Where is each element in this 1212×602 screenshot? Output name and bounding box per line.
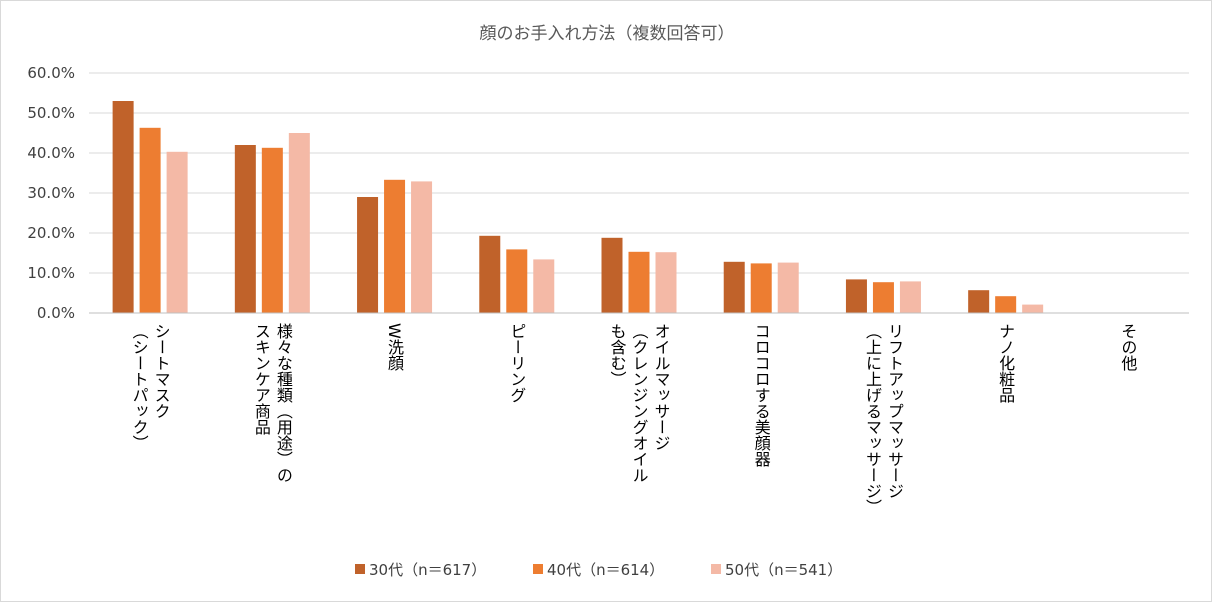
bar bbox=[112, 101, 134, 313]
bar bbox=[139, 127, 161, 313]
bar bbox=[601, 237, 623, 313]
category-label: コロコロする美顔器 bbox=[752, 323, 771, 467]
bar bbox=[479, 235, 501, 313]
bar bbox=[261, 147, 283, 313]
y-tick-label: 10.0% bbox=[27, 264, 75, 282]
bars bbox=[112, 101, 1044, 313]
bar bbox=[995, 296, 1017, 313]
y-tick-label: 60.0% bbox=[27, 64, 75, 82]
legend-swatch bbox=[711, 564, 721, 574]
legend-label: 50代（n＝541） bbox=[725, 561, 842, 579]
bar bbox=[1022, 304, 1044, 313]
category-label: （上に上げるマッサージ） bbox=[863, 323, 882, 515]
y-tick-label: 30.0% bbox=[27, 184, 75, 202]
y-tick-label: 50.0% bbox=[27, 104, 75, 122]
y-tick-label: 20.0% bbox=[27, 224, 75, 242]
category-label: ナノ化粧品 bbox=[996, 323, 1015, 403]
category-label: も含む） bbox=[608, 323, 627, 387]
legend-label: 30代（n＝617） bbox=[369, 561, 486, 579]
bar bbox=[723, 261, 745, 313]
bar bbox=[628, 251, 650, 313]
bar bbox=[777, 262, 799, 313]
bar bbox=[968, 290, 990, 313]
bar bbox=[234, 145, 256, 313]
category-label: 様々な種類（用途）の bbox=[274, 323, 293, 483]
y-tick-label: 0.0% bbox=[37, 304, 75, 322]
legend-swatch bbox=[533, 564, 543, 574]
legend-swatch bbox=[355, 564, 365, 574]
category-label: シートマスク bbox=[152, 323, 171, 419]
y-axis-ticks: 0.0% 10.0% 20.0% 30.0% 40.0% 50.0% 60.0% bbox=[27, 64, 75, 322]
bar bbox=[899, 281, 921, 313]
legend: 30代（n＝617） 40代（n＝614） 50代（n＝541） bbox=[355, 561, 842, 579]
bar bbox=[506, 249, 528, 313]
category-label: リフトアップマッサージ bbox=[885, 323, 904, 499]
bar bbox=[533, 259, 555, 313]
bar bbox=[655, 252, 677, 313]
bar bbox=[357, 197, 379, 313]
bar bbox=[845, 279, 867, 313]
category-label: その他 bbox=[1118, 323, 1137, 372]
legend-label: 40代（n＝614） bbox=[547, 561, 664, 579]
bar bbox=[384, 179, 406, 313]
category-label: W洗顔 bbox=[385, 323, 404, 371]
category-label: スキンケア商品 bbox=[252, 323, 271, 435]
category-label: （クレンジングオイル bbox=[630, 323, 649, 483]
category-label: ピーリング bbox=[507, 323, 526, 403]
chart-title: 顔のお手入れ方法（複数回答可） bbox=[480, 24, 735, 44]
category-label: （シートパック） bbox=[130, 323, 149, 451]
bar bbox=[872, 282, 894, 313]
bar bbox=[166, 151, 188, 313]
bar bbox=[288, 133, 310, 313]
bar bbox=[411, 181, 433, 313]
category-label: オイルマッサージ bbox=[652, 323, 671, 451]
y-tick-label: 40.0% bbox=[27, 144, 75, 162]
bar bbox=[750, 263, 772, 313]
